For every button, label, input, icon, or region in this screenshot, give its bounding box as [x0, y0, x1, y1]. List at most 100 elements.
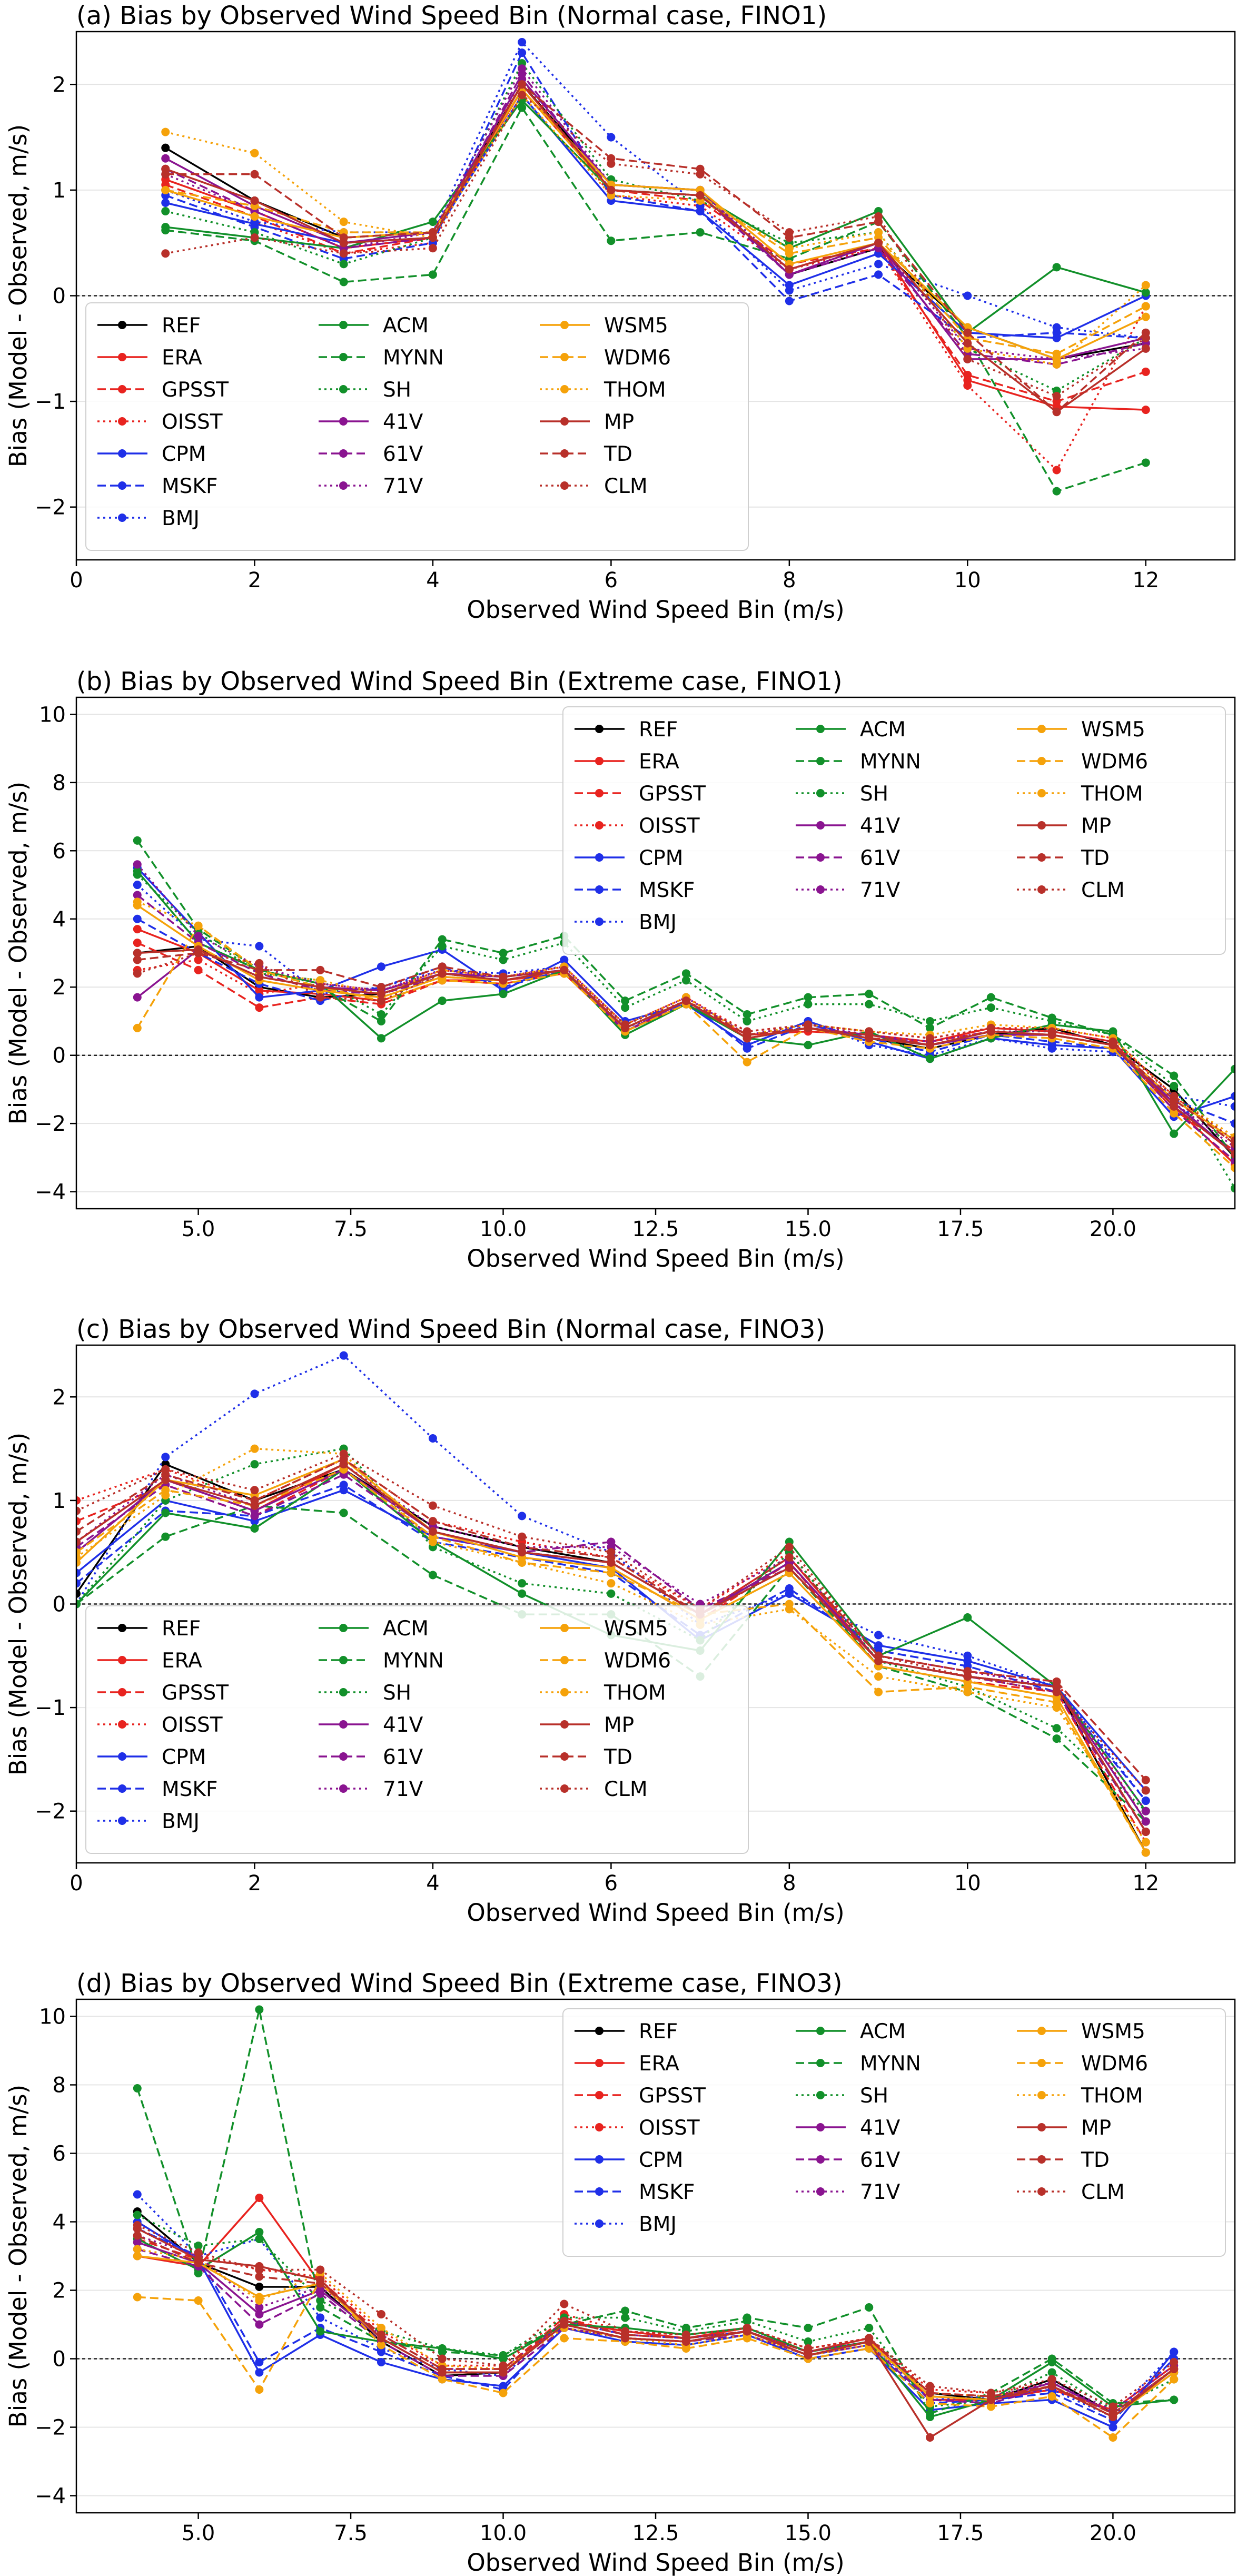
- legend-marker-71V: [816, 885, 825, 894]
- data-point-THOM: [874, 1672, 883, 1681]
- data-point-THOM: [607, 1579, 616, 1588]
- data-point-THOM: [194, 921, 203, 930]
- data-point-MYNN: [499, 949, 508, 958]
- data-point-CLM: [607, 159, 616, 168]
- legend-marker-MSKF: [118, 1784, 126, 1793]
- data-point-SH: [743, 1016, 751, 1025]
- x-tick-label: 15.0: [785, 1217, 832, 1241]
- data-point-SH: [438, 942, 447, 951]
- y-tick-label: 4: [53, 907, 66, 932]
- data-point-MP: [785, 1563, 794, 1572]
- y-tick-label: 8: [53, 771, 66, 795]
- data-point-CLM: [438, 969, 447, 978]
- data-point-THOM: [1052, 360, 1061, 369]
- x-tick-label: 12.5: [632, 2521, 679, 2545]
- data-point-WDM6: [743, 1058, 751, 1067]
- y-tick-label: 8: [53, 2074, 66, 2098]
- data-point-CPM: [255, 993, 264, 1002]
- y-tick-label: 0: [53, 2347, 66, 2372]
- data-point-CLM: [621, 1020, 630, 1029]
- legend-marker-THOM: [1037, 789, 1046, 797]
- data-point-61V: [250, 1512, 259, 1521]
- data-point-MSKF: [1231, 1119, 1235, 1128]
- data-point-TD: [316, 965, 325, 974]
- data-point-MP: [428, 1527, 437, 1536]
- data-point-GPSST: [76, 1517, 81, 1526]
- legend-marker-CLM: [560, 1784, 569, 1793]
- y-tick-label: 10: [39, 703, 66, 727]
- x-axis-label: Observed Wind Speed Bin (m/s): [467, 596, 844, 624]
- legend-marker-71V: [816, 2187, 825, 2196]
- legend-label-TD: TD: [603, 442, 632, 466]
- data-point-CLM: [963, 354, 972, 363]
- legend-label-BMJ: BMJ: [162, 507, 200, 530]
- y-tick-label: 2: [53, 975, 66, 1000]
- data-point-CLM: [804, 2344, 813, 2353]
- data-point-SH: [743, 2317, 751, 2325]
- data-point-MP: [133, 949, 142, 958]
- data-point-CLM: [785, 1543, 794, 1552]
- y-tick-label: 4: [53, 2210, 66, 2235]
- data-point-THOM: [161, 127, 170, 136]
- data-point-WDM6: [874, 1687, 883, 1696]
- data-point-TD: [518, 1543, 527, 1552]
- data-point-71V: [255, 2303, 264, 2312]
- y-tick-label: −4: [35, 2484, 66, 2509]
- data-point-BMJ: [1141, 1797, 1150, 1805]
- legend-marker-MYNN: [339, 353, 348, 361]
- legend-label-CLM: CLM: [1081, 2180, 1125, 2204]
- data-point-TD: [255, 2272, 264, 2281]
- data-point-ACM: [1231, 1064, 1235, 1073]
- data-point-BMJ: [161, 1453, 170, 1462]
- legend-marker-CPM: [118, 449, 126, 458]
- data-point-SH: [255, 2235, 264, 2243]
- data-point-THOM: [339, 218, 348, 226]
- x-tick-label: 2: [248, 568, 261, 593]
- legend-label-71V: 71V: [860, 879, 900, 902]
- legend-marker-SH: [816, 2091, 825, 2099]
- legend-label-THOM: THOM: [603, 1681, 666, 1705]
- legend-label-71V: 71V: [860, 2180, 900, 2204]
- data-point-MYNN: [1170, 1071, 1179, 1080]
- legend-label-ACM: ACM: [383, 1617, 429, 1641]
- x-tick-label: 12: [1132, 1871, 1159, 1896]
- data-point-CLM: [250, 1486, 259, 1495]
- x-axis-label: Observed Wind Speed Bin (m/s): [467, 2549, 844, 2576]
- data-point-BMJ: [518, 38, 527, 47]
- data-point-TD: [428, 1517, 437, 1526]
- y-tick-label: −2: [35, 496, 66, 520]
- data-point-CLM: [316, 2265, 325, 2274]
- data-point-WDM6: [161, 185, 170, 194]
- data-point-OISST: [1052, 466, 1061, 475]
- data-point-SH: [865, 2324, 874, 2332]
- data-point-TD: [250, 1496, 259, 1505]
- data-point-MP: [76, 1537, 81, 1546]
- y-axis-label: Bias (Model - Observed, m/s): [4, 1433, 32, 1775]
- legend-label-MSKF: MSKF: [162, 1778, 217, 1801]
- y-tick-label: 6: [53, 839, 66, 863]
- data-point-CLM: [1047, 2375, 1056, 2384]
- legend-label-CLM: CLM: [604, 475, 648, 498]
- data-point-ACM: [377, 1034, 385, 1043]
- legend-label-BMJ: BMJ: [162, 1810, 200, 1833]
- data-point-CLM: [1109, 2402, 1117, 2411]
- x-tick-label: 10: [954, 1871, 981, 1896]
- x-tick-label: 10.0: [480, 2521, 527, 2545]
- data-point-MP: [377, 990, 385, 999]
- y-tick-label: −2: [35, 1112, 66, 1136]
- data-point-ACM: [804, 1041, 813, 1050]
- legend-marker-TD: [1037, 853, 1046, 862]
- series-line-MP: [137, 2227, 1175, 2439]
- data-point-41V: [1141, 1817, 1150, 1826]
- data-point-BMJ: [428, 1434, 437, 1443]
- x-tick-label: 4: [426, 1871, 439, 1896]
- data-point-SH: [1170, 1081, 1179, 1090]
- data-point-SH: [499, 955, 508, 964]
- data-point-MYNN: [986, 993, 995, 1002]
- data-point-WDM6: [438, 2375, 447, 2384]
- legend-marker-61V: [339, 449, 348, 458]
- data-point-CPM: [161, 198, 170, 207]
- data-point-GPSST: [963, 370, 972, 379]
- legend-marker-ERA: [595, 2059, 603, 2067]
- data-point-BMJ: [1047, 1044, 1056, 1053]
